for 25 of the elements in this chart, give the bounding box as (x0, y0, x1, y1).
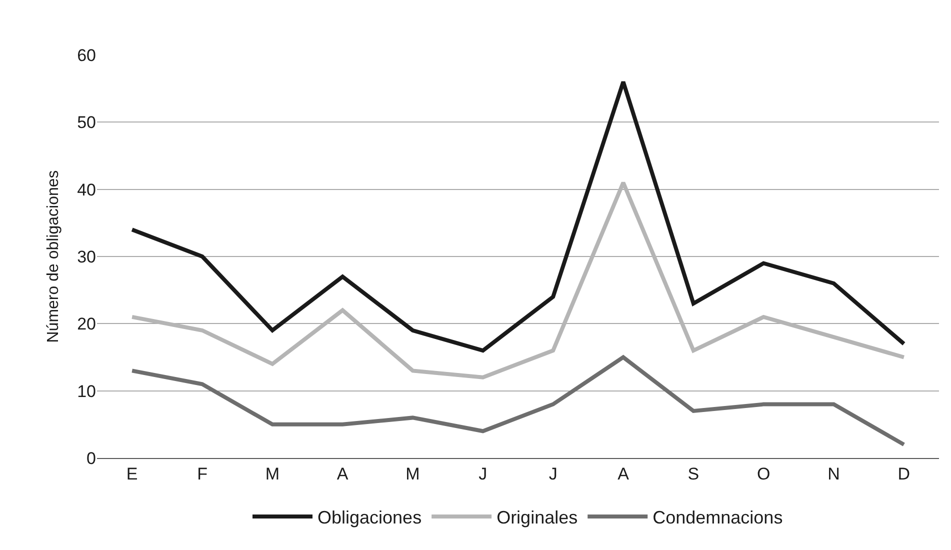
line-series (130, 355, 906, 447)
y-tick-label: 10 (77, 382, 96, 401)
x-tick-label: S (688, 464, 700, 484)
x-tick-label: M (265, 464, 280, 484)
x-tick-label: F (197, 464, 208, 484)
x-tick-label: A (336, 464, 349, 484)
x-tick-label: M (406, 464, 420, 484)
y-tick-label: 40 (77, 180, 96, 200)
line-series (130, 80, 906, 353)
legend-label: Obligaciones (318, 508, 422, 528)
y-tick-label: 0 (86, 448, 96, 468)
x-tick-label: E (126, 464, 138, 484)
x-tick-label: J (478, 464, 488, 484)
y-tick-label: 20 (77, 314, 96, 334)
y-tick-label: 50 (77, 113, 96, 132)
x-tick-label: N (828, 464, 840, 484)
legend-label: Originales (496, 508, 578, 528)
x-tick-label: O (756, 464, 770, 484)
x-tick-label: A (618, 464, 630, 484)
y-axis-title: Número de obligaciones (44, 170, 62, 343)
legend-label: Condemnacions (652, 508, 783, 528)
x-tick-label: D (898, 464, 910, 484)
x-tick-label: J (548, 464, 558, 484)
y-tick-label: 30 (77, 247, 96, 266)
y-tick-label: 60 (77, 46, 96, 65)
